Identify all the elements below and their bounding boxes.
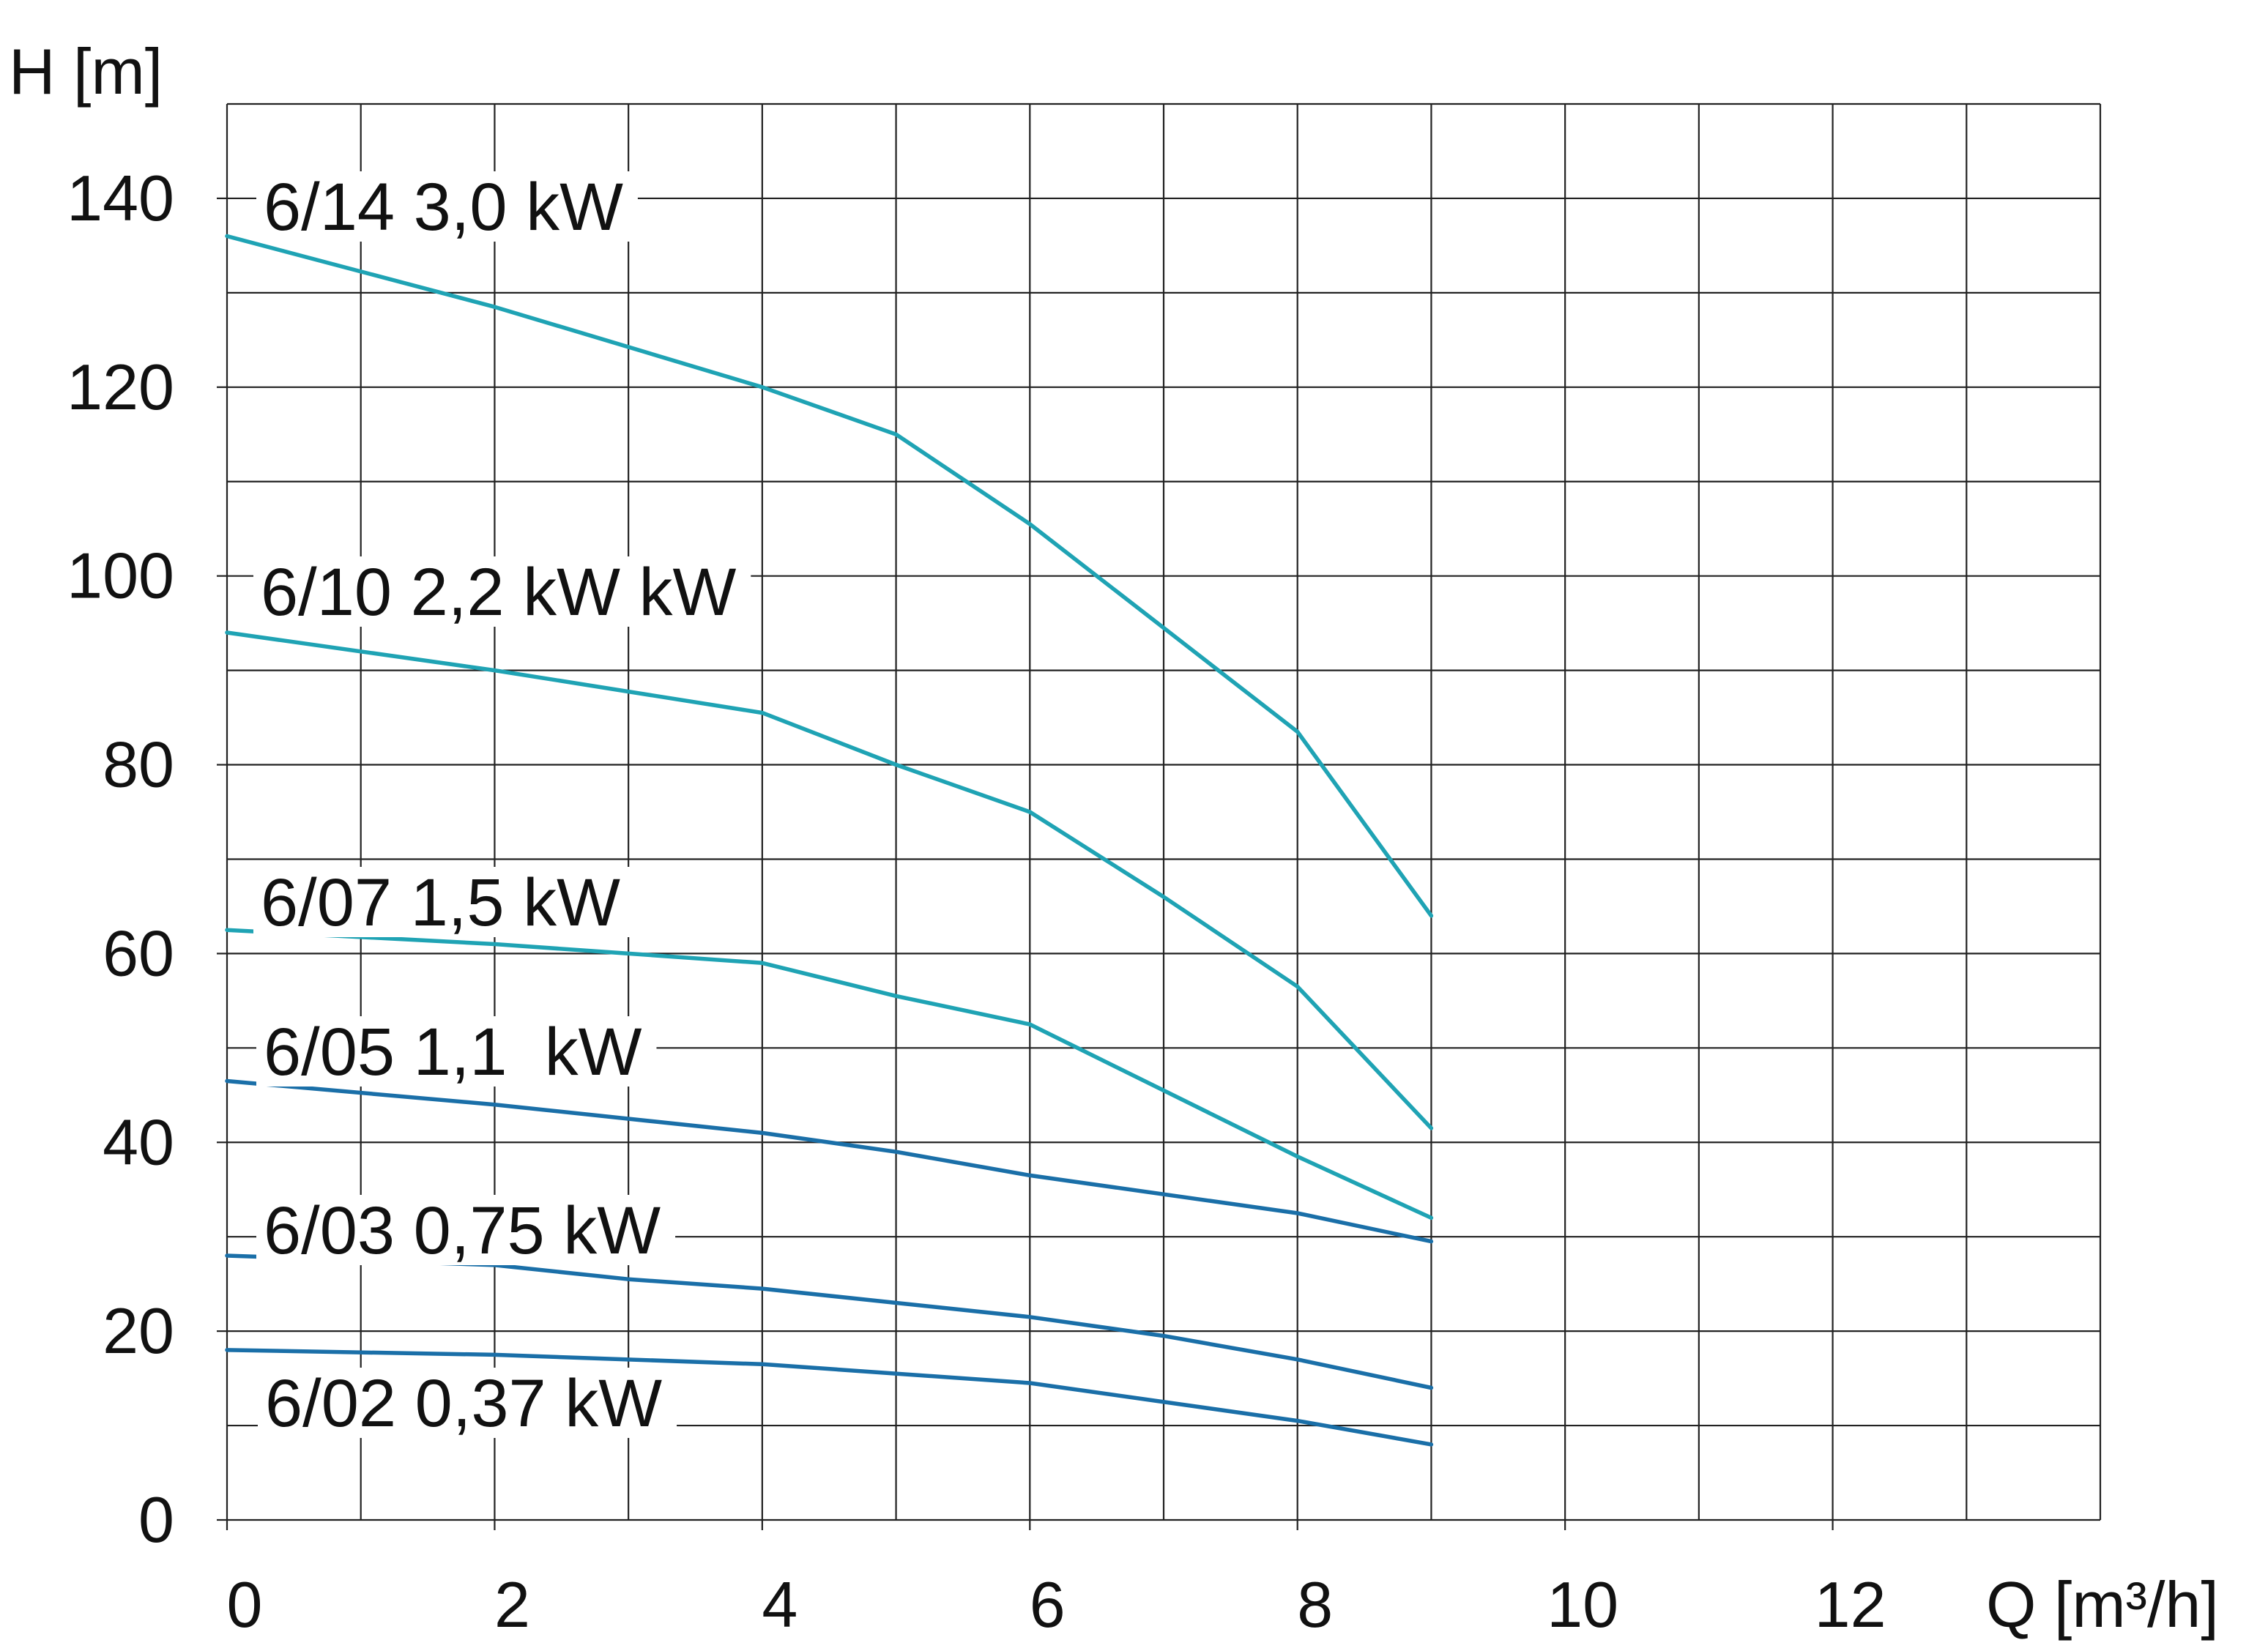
series-label: 6/03 0,75 kW <box>264 1193 661 1268</box>
x-axis-title: Q [m³/h] <box>1986 1568 2219 1641</box>
series-label-bg <box>258 1368 677 1438</box>
x-tick-label: 4 <box>762 1568 797 1641</box>
series-label: 6/05 1,1 kW <box>264 1015 642 1089</box>
series-labels: 6/14 3,0 kW 6/10 2,2 kW kW 6/07 1,5 kW 6/05… <box>253 170 751 1441</box>
y-tick-label: 140 <box>67 162 174 234</box>
axes: H [m] Q [m³/h] 0 20 40 60 80 100 120 140 0 2 4 6 8 10… <box>9 35 2219 1641</box>
series-line <box>225 928 1434 1220</box>
series-label: 6/14 3,0 kW <box>264 170 623 245</box>
series-line <box>225 630 1434 1130</box>
y-tick-label: 100 <box>67 540 174 612</box>
series-label: 6/07 1,5 kW <box>261 865 620 940</box>
y-axis-title: H [m] <box>9 35 163 108</box>
series-label-bg <box>256 1195 676 1265</box>
x-tick-label: 8 <box>1297 1568 1333 1641</box>
y-tick-label: 0 <box>138 1483 174 1556</box>
series-lines <box>225 234 1434 1447</box>
series-label-bg <box>253 867 635 937</box>
series-label-bg <box>253 556 751 627</box>
series-line <box>225 1348 1434 1447</box>
series-label-bg <box>256 1016 657 1087</box>
y-tick-label: 60 <box>103 917 174 989</box>
x-tick-label: 2 <box>494 1568 530 1641</box>
series-label: 6/10 2,2 kW kW <box>261 555 736 630</box>
x-tick-label: 10 <box>1547 1568 1618 1641</box>
series-label: 6/02 0,37 kW <box>265 1366 662 1441</box>
y-tick-label: 40 <box>103 1106 174 1178</box>
series-label-bg <box>256 171 638 242</box>
grid <box>217 103 2102 1530</box>
x-tick-label: 6 <box>1030 1568 1066 1641</box>
y-tick-label: 120 <box>67 351 174 423</box>
y-tick-label: 20 <box>103 1294 174 1367</box>
series-line <box>225 234 1434 918</box>
series-line <box>225 1078 1434 1244</box>
series-line <box>225 1253 1434 1390</box>
x-tick-label: 0 <box>227 1568 263 1641</box>
x-tick-label: 12 <box>1815 1568 1886 1641</box>
y-tick-label: 80 <box>103 728 174 801</box>
